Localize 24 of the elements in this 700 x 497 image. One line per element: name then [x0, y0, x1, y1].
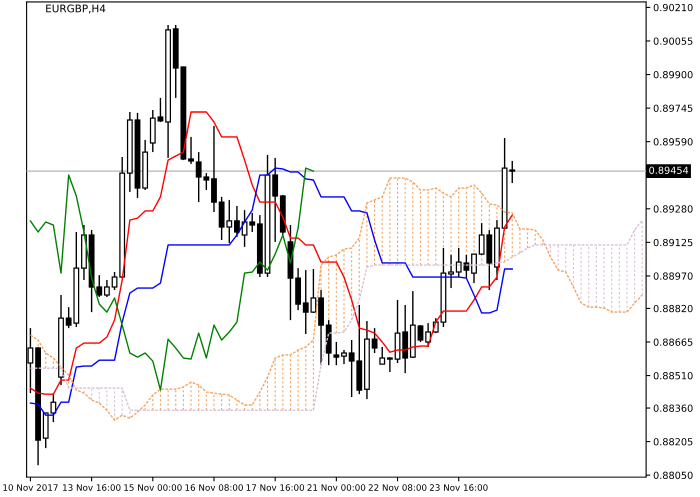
- y-tick-label: 0.90055: [654, 37, 692, 45]
- x-tick-label: 15 Nov 00:00: [124, 484, 182, 491]
- y-tick-label: 0.88510: [654, 372, 693, 380]
- x-tick-label: 22 Nov 08:00: [368, 484, 426, 491]
- x-tick-label: 10 Nov 2017: [3, 484, 58, 491]
- chart-title: EURGBP,H4: [46, 4, 106, 14]
- ref-line-label: 0.89454: [649, 166, 688, 174]
- y-tick-label: 0.89745: [654, 104, 692, 112]
- y-tick-label: 0.90210: [654, 4, 693, 12]
- y-tick-label: 0.89590: [654, 138, 693, 146]
- y-tick-label: 0.88665: [654, 338, 692, 346]
- x-tick-label: 21 Nov 00:00: [307, 484, 366, 491]
- y-tick-label: 0.88360: [654, 404, 693, 412]
- x-tick-label: 16 Nov 08:00: [185, 484, 243, 491]
- x-tick-label: 23 Nov 16:00: [430, 484, 488, 491]
- x-tick-label: 13 Nov 16:00: [63, 484, 121, 491]
- y-tick-label: 0.88050: [654, 472, 693, 480]
- y-tick-label: 0.88970: [654, 272, 693, 280]
- y-tick-label: 0.89125: [654, 238, 692, 246]
- y-tick-label: 0.89900: [654, 71, 693, 78]
- y-tick-label: 0.89280: [654, 205, 693, 213]
- x-tick-label: 17 Nov 16:00: [246, 484, 304, 491]
- y-tick-label: 0.88820: [654, 304, 693, 312]
- y-tick-label: 0.88205: [654, 438, 692, 446]
